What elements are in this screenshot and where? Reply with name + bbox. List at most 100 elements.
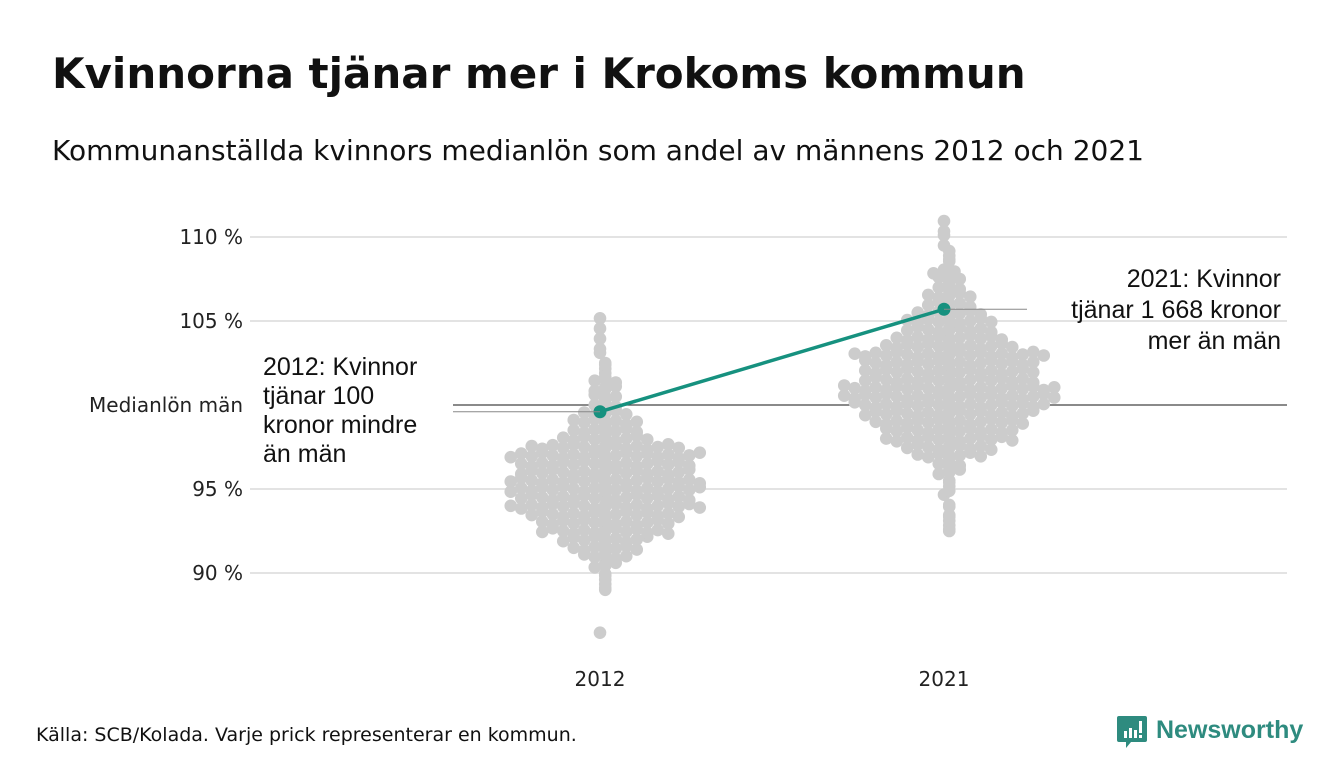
dot-2021	[963, 290, 977, 304]
dot-2012	[593, 322, 607, 335]
dot-2012	[504, 450, 518, 464]
dot-2012	[672, 451, 686, 465]
dot-2021	[921, 367, 935, 381]
dot-2021	[974, 391, 988, 404]
dot-2021	[848, 392, 862, 405]
dot-2021	[932, 281, 946, 294]
dot-2021	[900, 407, 914, 420]
dots	[504, 214, 1061, 639]
annotation-2012-line: tjänar 100	[263, 382, 374, 410]
dot-2012	[556, 500, 570, 513]
dot-2012	[588, 492, 602, 505]
dot-2012	[630, 543, 644, 556]
dot-2021	[1005, 340, 1019, 354]
dot-2012	[546, 438, 560, 452]
dot-2021	[869, 401, 883, 415]
dot-2012	[556, 534, 570, 548]
dot-2012	[661, 458, 675, 472]
dot-2012	[535, 456, 549, 470]
dot-2012	[577, 440, 591, 454]
dot-2012	[651, 450, 665, 464]
dot-2021	[953, 424, 967, 438]
dot-2012	[619, 535, 633, 549]
dot-2021	[932, 291, 946, 304]
dot-2021	[995, 367, 1009, 381]
dot-2021	[953, 459, 967, 472]
dot-2021	[937, 214, 951, 228]
dot-2012	[546, 459, 560, 472]
dot-2012	[556, 465, 570, 479]
dot-2021	[932, 374, 946, 388]
dot-2012	[682, 493, 696, 507]
dot-2021	[984, 408, 998, 422]
dot-2021	[995, 347, 1009, 361]
dot-2012	[661, 448, 675, 461]
dot-2021	[942, 451, 956, 465]
dot-2021	[995, 357, 1009, 371]
dot-2021	[1005, 399, 1019, 413]
dot-2021	[1026, 400, 1040, 414]
dot-2012	[514, 447, 528, 460]
dot-2012	[588, 561, 602, 574]
dot-2012	[651, 509, 665, 523]
dot-2012	[588, 540, 602, 554]
dot-2021	[879, 432, 893, 445]
dot-2012	[630, 533, 644, 546]
dot-2021	[974, 415, 988, 429]
dot-2012	[661, 492, 675, 506]
dot-2021	[974, 381, 988, 394]
dot-2012	[609, 449, 623, 462]
dot-2021	[879, 418, 893, 431]
dot-2021	[932, 398, 946, 412]
dot-2021	[848, 381, 862, 395]
dot-2021	[848, 347, 862, 361]
dot-2021	[1005, 423, 1019, 437]
dot-2021	[995, 392, 1009, 405]
dot-2012	[598, 441, 612, 455]
dot-2012	[546, 493, 560, 507]
dot-2021	[921, 298, 935, 312]
dot-2021	[869, 356, 883, 370]
dot-2021	[953, 390, 967, 403]
dot-2021	[911, 448, 925, 461]
dot-2021	[869, 381, 883, 394]
dot-2012	[567, 517, 581, 530]
dot-2021	[984, 339, 998, 353]
dot-2021	[984, 398, 998, 412]
dot-2021	[932, 325, 946, 339]
dot-2021	[900, 417, 914, 430]
dot-2012	[651, 499, 665, 513]
dot-2021	[984, 350, 998, 363]
dot-2021	[995, 426, 1009, 440]
dot-2012	[546, 483, 560, 497]
annotation-2021-line: tjänar 1 668 kronor	[1071, 296, 1281, 324]
dot-2021	[900, 382, 914, 396]
dot-2012	[588, 374, 602, 388]
dot-2012	[556, 431, 570, 445]
dot-2021	[963, 339, 977, 352]
dot-2021	[890, 435, 904, 448]
dot-2021	[1047, 391, 1061, 404]
dot-2021	[963, 324, 977, 338]
dot-2012	[556, 476, 570, 489]
dot-2012	[588, 467, 602, 481]
dot-2012	[593, 342, 607, 356]
dot-2021	[921, 416, 935, 430]
dot-2021	[911, 389, 925, 403]
dot-2012	[619, 442, 633, 456]
dot-2012	[661, 507, 675, 520]
y-tick-label: 90 %	[192, 561, 243, 585]
dot-2012	[693, 477, 707, 490]
dot-2012	[609, 518, 623, 531]
dot-2012	[546, 507, 560, 521]
dot-2021	[953, 355, 967, 369]
dot-2012	[598, 569, 612, 582]
dot-2012	[514, 467, 528, 481]
dot-2021	[932, 443, 946, 457]
dot-2012	[535, 466, 549, 480]
highlight-line	[599, 307, 945, 414]
dot-2021	[890, 331, 904, 345]
dot-2012	[588, 481, 602, 495]
dot-2012	[630, 450, 644, 463]
dot-2021	[953, 341, 967, 355]
